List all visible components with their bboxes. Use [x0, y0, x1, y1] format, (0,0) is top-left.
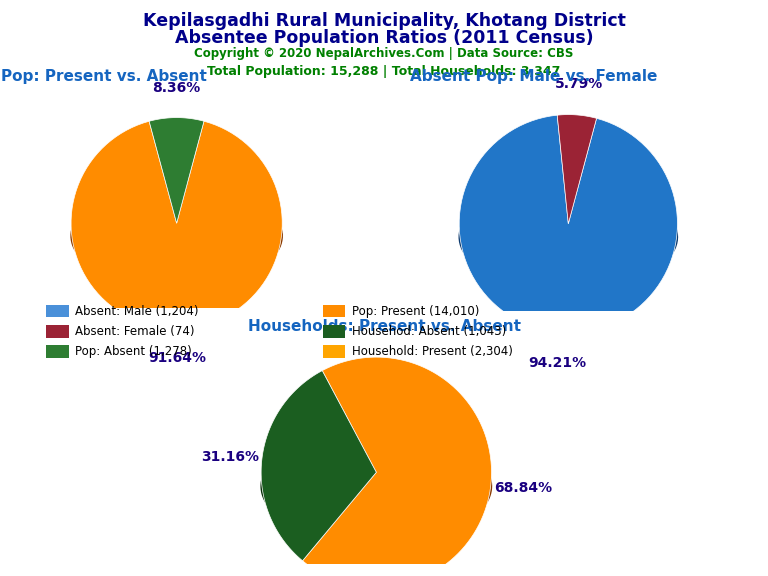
Polygon shape — [71, 185, 282, 289]
Polygon shape — [149, 183, 204, 236]
Polygon shape — [459, 183, 677, 291]
Polygon shape — [558, 182, 597, 237]
Polygon shape — [459, 115, 677, 333]
Text: Pop: Present (14,010): Pop: Present (14,010) — [352, 305, 479, 317]
Text: Absent: Female (74): Absent: Female (74) — [75, 325, 194, 338]
Polygon shape — [558, 115, 597, 223]
Polygon shape — [71, 121, 282, 329]
Text: 94.21%: 94.21% — [528, 356, 586, 370]
Text: Household: Present (2,304): Household: Present (2,304) — [352, 345, 512, 358]
Polygon shape — [149, 118, 204, 223]
Text: 8.36%: 8.36% — [152, 81, 200, 95]
Polygon shape — [303, 429, 492, 544]
Text: 91.64%: 91.64% — [147, 351, 206, 365]
Text: 31.16%: 31.16% — [200, 450, 259, 464]
Text: Households: Present vs. Absent: Households: Present vs. Absent — [247, 319, 521, 334]
Polygon shape — [261, 435, 376, 530]
Text: Total Population: 15,288 | Total Households: 3,347: Total Population: 15,288 | Total Househo… — [207, 65, 561, 78]
Text: Househod: Absent (1,043): Househod: Absent (1,043) — [352, 325, 506, 338]
Text: Kepilasgadhi Rural Municipality, Khotang District: Kepilasgadhi Rural Municipality, Khotang… — [143, 12, 625, 29]
Text: Pop: Present vs. Absent: Pop: Present vs. Absent — [1, 69, 207, 84]
Text: Absent: Male (1,204): Absent: Male (1,204) — [75, 305, 199, 317]
Text: 5.79%: 5.79% — [555, 78, 604, 92]
Polygon shape — [303, 357, 492, 576]
Text: Pop: Absent (1,278): Pop: Absent (1,278) — [75, 345, 192, 358]
Text: 68.84%: 68.84% — [494, 480, 552, 495]
Text: Absentee Population Ratios (2011 Census): Absentee Population Ratios (2011 Census) — [174, 29, 594, 47]
Text: Absent Pop: Male vs. Female: Absent Pop: Male vs. Female — [410, 69, 657, 84]
Text: Copyright © 2020 NepalArchives.Com | Data Source: CBS: Copyright © 2020 NepalArchives.Com | Dat… — [194, 47, 574, 60]
Polygon shape — [261, 370, 376, 561]
